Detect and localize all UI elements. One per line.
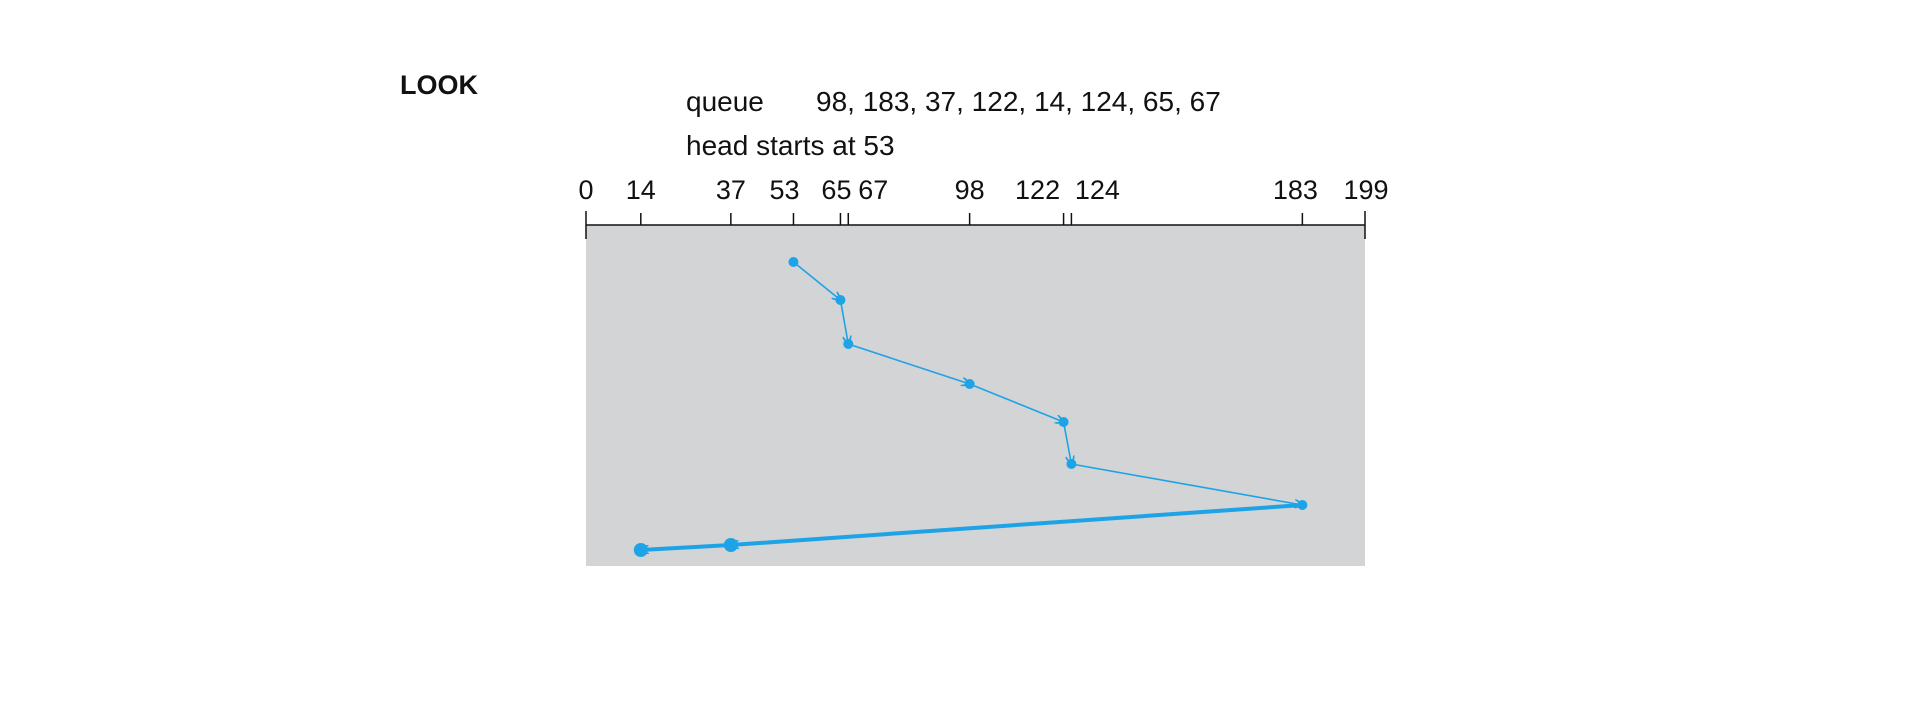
tick-label-98: 98 xyxy=(955,175,985,205)
move-124-to-183 xyxy=(1071,463,1302,505)
request-point-37 xyxy=(723,538,738,552)
request-point-14 xyxy=(633,543,648,557)
tick-label-37: 37 xyxy=(716,175,746,205)
tick-label-14: 14 xyxy=(626,175,656,205)
tick-label-67: 67 xyxy=(858,175,888,205)
track-panel xyxy=(586,225,1365,566)
move-53-to-65 xyxy=(792,261,840,300)
tick-label-0: 0 xyxy=(578,175,593,205)
tick-label-124: 124 xyxy=(1075,175,1120,205)
request-point-67 xyxy=(843,339,854,349)
queue-label: queue xyxy=(686,86,764,117)
algorithm-title: LOOK xyxy=(400,70,478,100)
tick-label-183: 183 xyxy=(1273,175,1318,205)
request-point-53 xyxy=(788,257,799,267)
tick-label-199: 199 xyxy=(1343,175,1388,205)
tick-label-65: 65 xyxy=(821,175,851,205)
move-98-to-122 xyxy=(969,383,1064,422)
queue-line: queue 98, 183, 37, 122, 14, 124, 65, 67 xyxy=(686,86,1221,118)
axis-ticks xyxy=(585,211,1366,239)
request-point-122 xyxy=(1058,417,1069,427)
request-point-65 xyxy=(835,295,846,305)
move-183-to-37 xyxy=(731,503,1303,545)
axis-tick-labels: 0 14 37 53 65 67 98 122 124 183 199 xyxy=(578,175,1388,205)
move-122-to-124 xyxy=(1062,421,1072,464)
request-point-98 xyxy=(964,379,975,389)
tick-label-122: 122 xyxy=(1015,175,1060,205)
tick-label-53: 53 xyxy=(769,175,799,205)
move-67-to-98 xyxy=(848,343,969,384)
request-point-183 xyxy=(1297,500,1308,510)
head-movement-path xyxy=(633,257,1308,557)
move-37-to-14 xyxy=(641,543,731,550)
request-point-124 xyxy=(1066,459,1077,469)
head-start-text: head starts at 53 xyxy=(686,130,895,161)
queue-values: 98, 183, 37, 122, 14, 124, 65, 67 xyxy=(816,86,1221,117)
move-65-to-67 xyxy=(839,299,848,344)
